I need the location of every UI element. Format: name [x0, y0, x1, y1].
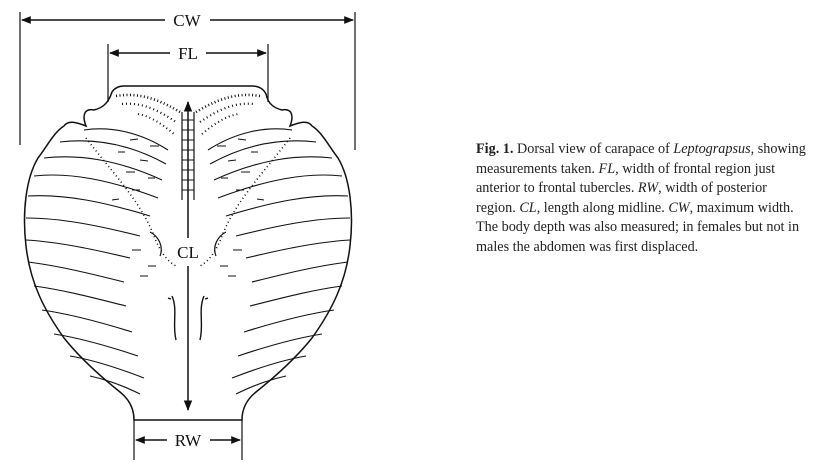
fl-label: FL [178, 44, 198, 63]
figure-caption: Fig. 1. Dorsal view of carapace of Lepto… [476, 140, 808, 257]
carapace-outline [23, 85, 353, 421]
fl-definition: , width of frontal region just anterior … [476, 160, 776, 197]
cw-label: CW [173, 11, 201, 30]
caption-sentence-1-end: , showing measurements taken. [476, 141, 806, 177]
cw-dimension: CW [19, 11, 356, 150]
cl-definition: , length along midline. [536, 199, 665, 216]
cw-definition: , maximum width. The body depth was also… [476, 199, 800, 255]
rw-dimension: RW [133, 420, 243, 460]
rw-abbr: RW [637, 180, 659, 196]
cl-abbr: CL [519, 199, 537, 216]
genus-name: Leptograpsus [673, 141, 751, 157]
cl-label: CL [177, 243, 199, 262]
figure-number: Fig. 1. [476, 141, 514, 157]
rw-label: RW [175, 431, 202, 450]
rw-definition: , width of posterior region. [476, 180, 767, 216]
fl-abbr: FL [598, 160, 616, 177]
cl-dimension: CL [177, 100, 199, 412]
cw-abbr: CW [668, 199, 690, 216]
caption-sentence-1: Dorsal view of carapace of [516, 141, 670, 157]
fl-dimension: FL [107, 44, 269, 102]
carapace-diagram: CW FL [0, 0, 380, 470]
